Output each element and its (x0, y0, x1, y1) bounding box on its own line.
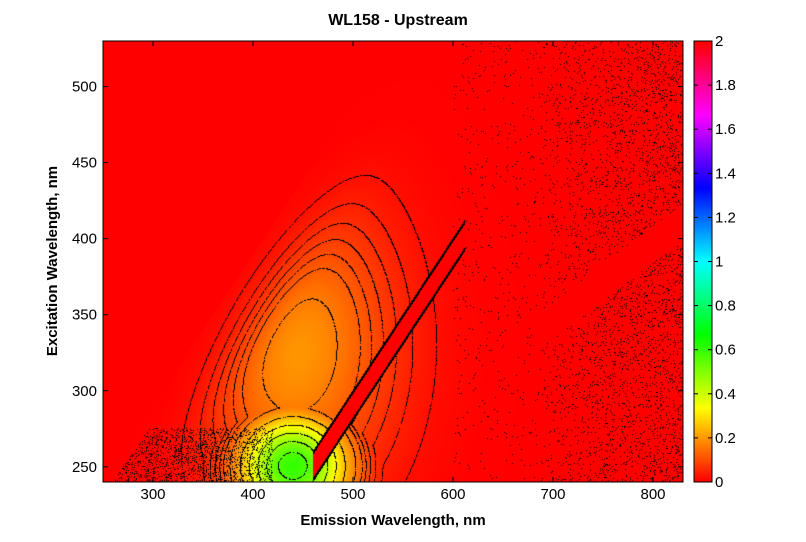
x-tick-label: 700 (540, 486, 565, 503)
colorbar-tick-label: 0.6 (715, 342, 736, 359)
colorbar-gradient (694, 41, 712, 482)
y-tick-label: 300 (72, 383, 97, 400)
x-tick-label: 500 (340, 486, 365, 503)
y-tick-label: 250 (72, 459, 97, 476)
x-tick-label: 400 (240, 486, 265, 503)
y-axis-label: Excitation Wavelength, nm (44, 166, 61, 356)
colorbar-tick-label: 1.8 (715, 77, 736, 94)
y-tick-label: 450 (72, 155, 97, 172)
y-tick-label: 500 (72, 79, 97, 96)
x-axis-label: Emission Wavelength, nm (300, 512, 485, 529)
x-tick-label: 300 (140, 486, 165, 503)
colorbar: 0 0.2 0.4 0.6 0.8 1 1.2 1.4 1.6 1.8 2 (693, 33, 736, 491)
heatmap-image (103, 41, 683, 482)
colorbar-tick-label: 0.4 (715, 386, 736, 403)
colorbar-tick-label: 1.2 (715, 209, 736, 226)
y-tick-label: 400 (72, 231, 97, 248)
colorbar-tick-label: 1.4 (715, 165, 736, 182)
colorbar-tick-label: 0.8 (715, 298, 736, 315)
y-axis: 250 300 350 400 450 500 (72, 79, 683, 476)
colorbar-tick-label: 1 (715, 254, 723, 271)
x-tick-label: 600 (440, 486, 465, 503)
x-tick-label: 800 (640, 486, 665, 503)
chart-title: WL158 - Upstream (328, 12, 468, 29)
colorbar-tick-label: 1.6 (715, 121, 736, 138)
colorbar-tick-label: 2 (715, 33, 723, 50)
plot-area: 300 400 500 600 700 800 250 300 350 400 450 500 (72, 40, 684, 503)
colorbar-tick-label: 0 (715, 474, 723, 491)
colorbar-ticks: 0 0.2 0.4 0.6 0.8 1 1.2 1.4 1.6 1.8 2 (694, 33, 736, 491)
colorbar-tick-label: 0.2 (715, 430, 736, 447)
plot-frame (102, 40, 684, 483)
x-axis: 300 400 500 600 700 800 (140, 41, 666, 503)
y-tick-label: 350 (72, 307, 97, 324)
